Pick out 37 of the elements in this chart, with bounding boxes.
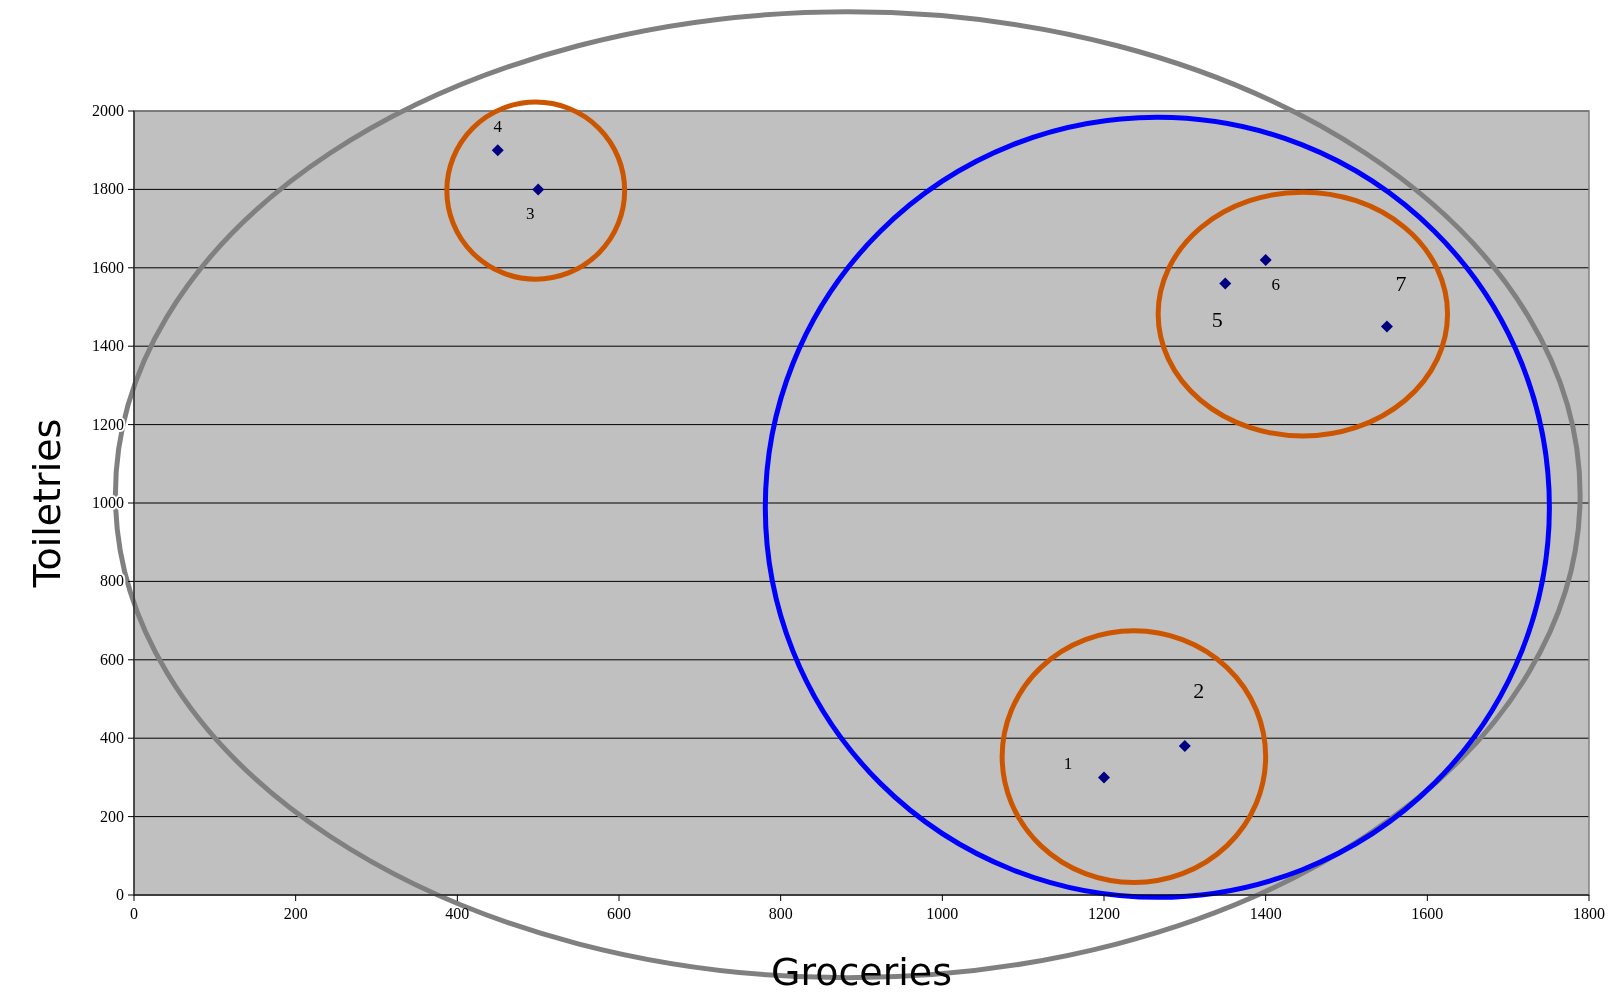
y-tick-label: 2000 <box>92 102 124 119</box>
y-tick-label: 1400 <box>92 337 124 355</box>
annotation: 3 <box>525 204 535 224</box>
annotation: 6 <box>1271 274 1280 294</box>
y-tick-label: 0 <box>116 886 124 903</box>
point <box>1098 771 1110 784</box>
point <box>1380 320 1393 333</box>
y-tick-label: 400 <box>100 729 124 747</box>
point <box>532 183 545 196</box>
annotation: 5 <box>1211 307 1223 333</box>
x-tick-label: 0 <box>130 905 138 922</box>
x-tick-label: 800 <box>768 905 793 922</box>
y-tick-label: 1600 <box>92 258 124 276</box>
y-tick-label: 800 <box>100 572 124 590</box>
point <box>1219 277 1232 290</box>
x-tick-label: 1000 <box>926 905 959 922</box>
y-tick-label: 1800 <box>92 180 124 198</box>
x-tick-label: 400 <box>445 905 470 922</box>
y-axis-title: Toiletries <box>25 418 69 589</box>
x-tick-label: 1800 <box>1573 905 1605 922</box>
point <box>1259 253 1272 266</box>
x-axis-title: Groceries <box>770 950 953 994</box>
y-tick-label: 200 <box>100 807 124 825</box>
annotation: 7 <box>1395 270 1407 296</box>
annotation: 2 <box>1193 678 1205 704</box>
y-tick-label: 1200 <box>92 415 124 433</box>
x-tick-label: 200 <box>283 905 308 922</box>
point <box>1178 740 1191 753</box>
annotation: 4 <box>493 117 503 137</box>
point <box>491 144 504 157</box>
annotation: 1 <box>1063 754 1073 774</box>
x-tick-label: 600 <box>607 905 631 922</box>
y-tick-label: 600 <box>100 650 124 668</box>
y-tick-label: 1000 <box>92 494 124 511</box>
x-tick-label: 1600 <box>1411 905 1444 922</box>
x-tick-label: 1400 <box>1249 905 1282 922</box>
x-tick-label: 1200 <box>1088 905 1120 922</box>
